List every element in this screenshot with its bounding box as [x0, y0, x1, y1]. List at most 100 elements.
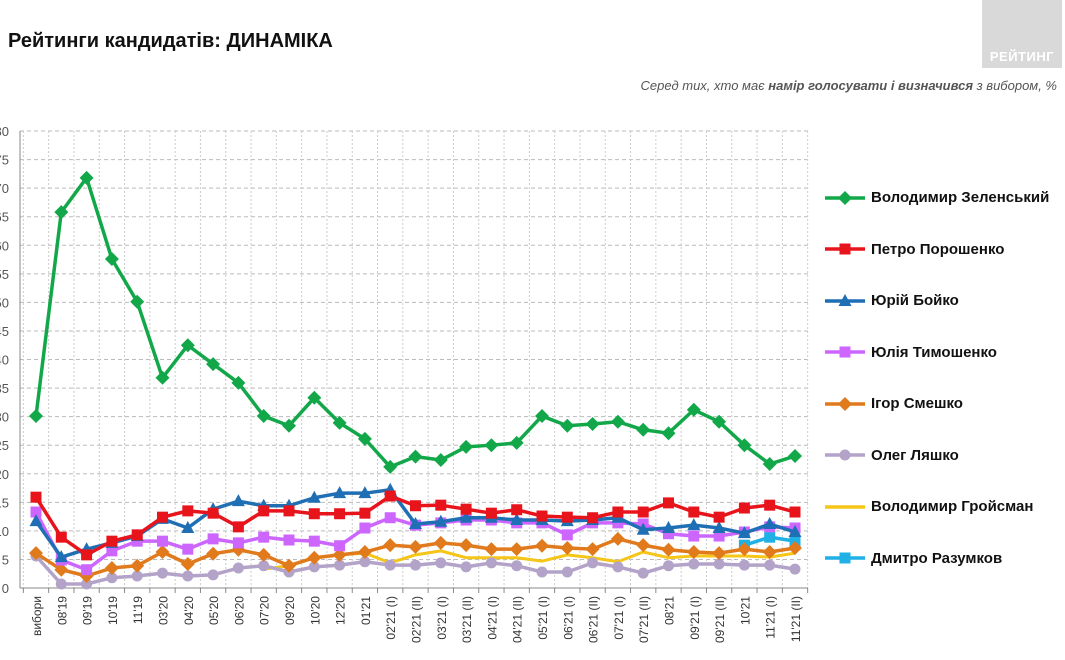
series-0-point: [155, 370, 170, 385]
x-tick-label: 06'21 (II): [587, 596, 601, 643]
series-1-point: [283, 505, 295, 517]
x-tick-label: 06'21 (I): [561, 596, 575, 640]
series-0-point: [130, 294, 145, 309]
series-1-point: [688, 506, 700, 518]
series-3-point: [30, 506, 42, 518]
series-3-point: [561, 529, 573, 541]
legend-label: Олег Ляшко: [871, 446, 959, 464]
series-4-point: [484, 542, 499, 557]
series-1-point: [637, 506, 649, 518]
x-tick-label: 04'20: [182, 596, 196, 625]
series-1-point: [511, 504, 523, 516]
series-1-point: [612, 506, 624, 518]
series-5-point: [106, 572, 118, 584]
x-tick-label: вибори: [30, 596, 44, 636]
series-2-point: [54, 550, 68, 563]
x-tick-label: 02'21 (II): [410, 596, 424, 643]
series-4-point: [104, 561, 119, 576]
legend-swatch-icon: [825, 449, 865, 461]
series-2-point: [662, 521, 675, 534]
series-4-point: [180, 557, 195, 572]
series-5-point: [157, 567, 168, 579]
chart-subtitle: Серед тих, хто має намір голосувати і ви…: [640, 78, 1057, 93]
y-tick-label: 80: [0, 124, 9, 139]
series-0-point: [509, 435, 524, 450]
x-tick-label: 05'20: [207, 596, 221, 625]
series-5-point: [612, 561, 624, 573]
series-1-point: [460, 503, 472, 515]
series-5-point: [789, 563, 801, 575]
series-0-point: [610, 414, 625, 429]
series-0-point: [256, 409, 271, 424]
x-tick-label: 06'20: [232, 596, 246, 625]
y-tick-label: 60: [0, 238, 9, 253]
series-1-point: [485, 507, 497, 519]
legend-label: Володимир Зеленський: [871, 189, 1050, 207]
series-0-point: [636, 422, 651, 437]
legend-label: Юлія Тимошенко: [871, 343, 997, 361]
x-tick-label: 03'20: [157, 596, 171, 625]
series-1-point: [207, 507, 219, 519]
series-4-point: [155, 545, 170, 560]
legend-swatch-icon: [825, 505, 865, 509]
series-0-point: [383, 459, 398, 474]
series-0-point: [408, 449, 423, 464]
series-2-point: [434, 514, 448, 527]
series-5-point: [536, 566, 548, 578]
series-5-point: [713, 558, 725, 570]
y-tick-label: 55: [0, 267, 9, 282]
series-3-point: [207, 533, 219, 545]
y-tick-label: 20: [0, 467, 9, 482]
series-3-point: [258, 531, 270, 543]
series-5-point: [485, 557, 497, 569]
x-tick-label: 11'19: [131, 596, 145, 624]
series-0-point: [54, 205, 69, 220]
x-tick-label: 04'21 (I): [485, 596, 499, 640]
legend-item: Юрій Бойко: [825, 275, 1049, 327]
series-1-point: [561, 511, 573, 523]
legend-item: Олег Ляшко: [825, 430, 1049, 482]
series-3-point: [663, 528, 674, 540]
y-tick-label: 70: [0, 181, 9, 196]
y-tick-label: 5: [2, 552, 9, 567]
legend-swatch-icon: [825, 243, 865, 255]
series-0-point: [560, 418, 575, 433]
series-1-point: [384, 490, 396, 502]
y-tick-label: 35: [0, 381, 9, 396]
series-4-point: [459, 538, 474, 553]
series-0-point: [357, 431, 372, 446]
y-tick-label: 15: [0, 495, 9, 510]
x-tick-label: 05'21 (I): [536, 596, 550, 640]
series-1-point: [713, 511, 725, 523]
series-5-point: [663, 560, 674, 572]
series-1-point: [738, 502, 750, 514]
series-2-point: [687, 518, 701, 531]
series-1-point: [182, 505, 194, 517]
series-2-point: [788, 525, 802, 538]
series-5-point: [81, 578, 93, 590]
x-tick-label: 12'20: [334, 596, 348, 625]
series-1-point: [359, 507, 371, 519]
series-3-point: [612, 517, 624, 529]
x-tick-label: 11'21 (I): [764, 596, 778, 639]
series-0-point: [206, 357, 221, 372]
x-tick-label: 10'20: [308, 596, 322, 625]
series-5-point: [55, 578, 67, 590]
series-4-point: [206, 546, 221, 561]
series-5-point: [258, 560, 270, 572]
legend-item: Дмитро Разумков: [825, 533, 1049, 585]
x-tick-label: 07'21 (I): [612, 596, 626, 640]
y-tick-label: 50: [0, 295, 9, 310]
legend-item: Петро Порошенко: [825, 224, 1049, 276]
series-4-point: [357, 545, 372, 560]
y-tick-label: 25: [0, 438, 9, 453]
series-4-point: [256, 547, 271, 562]
series-0-point: [762, 457, 777, 472]
series-5-point: [637, 567, 649, 579]
y-tick-label: 40: [0, 353, 9, 368]
series-7-point: [764, 531, 776, 543]
series-1-point: [536, 510, 548, 522]
y-tick-label: 65: [0, 210, 9, 225]
series-4-point: [762, 545, 777, 560]
series-3-point: [713, 530, 725, 542]
